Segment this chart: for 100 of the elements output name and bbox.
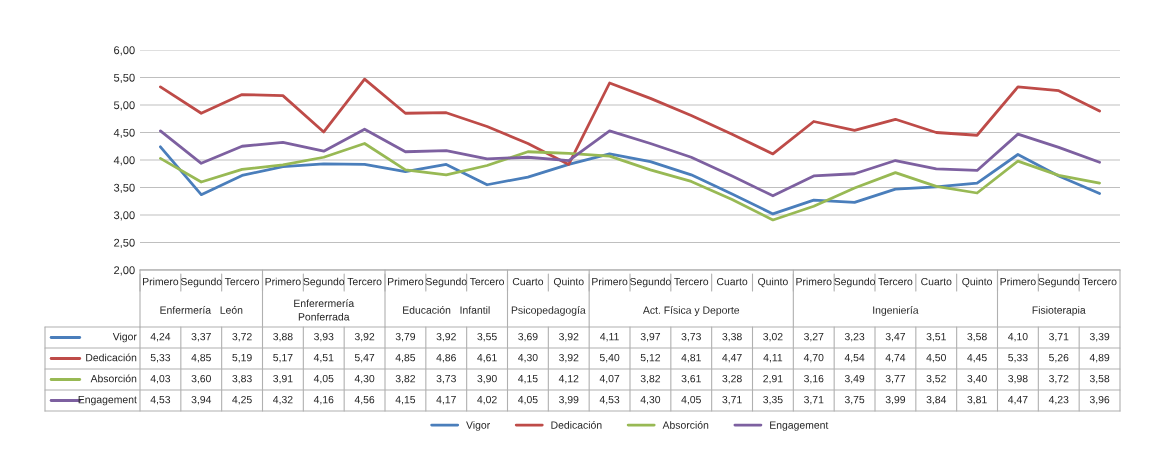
data-label: 4,85 — [191, 353, 211, 363]
line-series — [159, 127, 1101, 198]
data-label: 4,11 — [763, 354, 783, 363]
data-label: 4,05 — [681, 395, 701, 405]
y-tick-label: 5,00 — [113, 101, 135, 111]
data-label: 3,84 — [926, 395, 947, 405]
data-label: 3,81 — [967, 395, 987, 405]
data-label: 2,91 — [763, 374, 783, 384]
text: Enfermería León — [160, 306, 243, 314]
data-label: 4,54 — [844, 354, 865, 363]
data-label: 4,15 — [395, 396, 416, 405]
data-label: 3,69 — [518, 332, 538, 342]
x-tick-label: Segundo — [1038, 277, 1080, 288]
data-label: 3,79 — [395, 332, 416, 342]
x-tick-label: Cuarto — [921, 277, 952, 286]
text: Absorción — [662, 421, 709, 429]
x-tick-label: Tercero — [674, 278, 709, 286]
x-tick-label: Quinto — [553, 277, 584, 288]
text: Act. Física y Deporte — [642, 306, 740, 316]
data-label: 3,92 — [559, 332, 579, 342]
x-tick-label: Segundo — [425, 277, 467, 288]
y-tick-label: 2,50 — [114, 238, 135, 248]
text: Psicopedagogía — [511, 306, 586, 316]
data-label: 4,17 — [436, 396, 456, 405]
y-tick-label: 4,50 — [113, 128, 135, 138]
y-tick-label: 5,50 — [113, 73, 135, 83]
data-label: 4,30 — [518, 353, 538, 363]
data-label: 4,81 — [681, 353, 701, 363]
data-label: 4,53 — [599, 395, 620, 405]
data-label: 3,28 — [722, 374, 742, 384]
legend-label: Absorción — [90, 374, 137, 383]
data-label: 4,11 — [600, 333, 619, 342]
data-label: 5,19 — [232, 353, 252, 363]
data-label: 3,94 — [191, 395, 212, 405]
x-tick-label: Primero — [796, 277, 832, 286]
data-label: 3,58 — [1089, 374, 1110, 384]
data-label: 3,92 — [559, 353, 579, 363]
data-label: 4,47 — [722, 354, 742, 363]
data-label: 4,25 — [232, 395, 252, 405]
data-label: 3,97 — [640, 332, 661, 342]
data-label: 4,56 — [354, 395, 375, 405]
y-tick-label: 4,00 — [113, 156, 135, 166]
data-label: 3,60 — [191, 374, 211, 384]
data-label: 5,12 — [640, 353, 661, 363]
data-label: 3,83 — [232, 374, 252, 384]
data-label: 3,16 — [804, 374, 824, 384]
text: Vigor — [112, 332, 137, 343]
data-label: 4,32 — [273, 395, 293, 405]
data-label: 4,53 — [150, 395, 171, 405]
data-label: 5,40 — [599, 353, 620, 363]
data-label: 3,92 — [436, 332, 456, 342]
data-label: 4,05 — [518, 395, 538, 405]
x-tick-label: Segundo — [834, 277, 875, 288]
data-label: 3,88 — [273, 332, 293, 342]
x-tick-label: Segundo — [630, 277, 671, 288]
data-label: 4,47 — [1008, 396, 1028, 405]
text: Fisioterapia — [1032, 306, 1086, 316]
y-tick-label: 6,00 — [114, 46, 135, 56]
data-label: 4,24 — [150, 332, 171, 342]
data-label: 4,74 — [885, 354, 906, 363]
data-label: 3,58 — [967, 332, 987, 342]
data-label: 4,05 — [313, 374, 334, 384]
data-label: 3,52 — [926, 374, 946, 384]
data-label: 3,99 — [559, 395, 579, 405]
data-label: 5,26 — [1049, 353, 1069, 363]
y-tick-label: 3,50 — [113, 183, 135, 193]
data-label: 3,75 — [844, 395, 865, 405]
data-label: 4,02 — [477, 395, 497, 405]
x-tick-label: Cuarto — [716, 277, 748, 286]
data-label: 3,51 — [926, 332, 946, 342]
data-label: 3,72 — [232, 332, 252, 342]
x-tick-label: Tercero — [224, 278, 260, 286]
data-label: 3,90 — [477, 374, 497, 384]
x-tick-label: Tercero — [469, 278, 505, 286]
x-tick-label: Primero — [143, 277, 179, 286]
x-tick-label: Tercero — [1082, 278, 1117, 286]
data-label: 4,12 — [558, 374, 579, 384]
x-tick-label: Primero — [592, 277, 628, 286]
data-label: 3,92 — [354, 332, 375, 342]
data-label: 3,72 — [1049, 374, 1069, 384]
data-label: 3,27 — [804, 332, 824, 342]
data-label: 5,33 — [150, 353, 171, 363]
data-label: 4,10 — [1008, 332, 1028, 342]
line-series — [159, 77, 1101, 166]
data-label: 3,49 — [844, 374, 865, 384]
data-label: 3,82 — [640, 374, 661, 384]
text: Ingeniería — [873, 306, 919, 316]
text: Engagement — [770, 421, 829, 431]
data-label: 3,98 — [1008, 374, 1028, 384]
text: Educación Infantil — [403, 306, 490, 314]
data-label: 3,96 — [1089, 395, 1110, 405]
x-tick-label: Primero — [1000, 277, 1036, 286]
data-label: 4,50 — [926, 353, 946, 363]
data-label: 5,33 — [1008, 353, 1028, 363]
legend-label: Engagement — [78, 396, 137, 406]
data-label: 3,71 — [804, 395, 824, 405]
data-label: 4,23 — [1048, 395, 1069, 405]
data-label: 4,15 — [518, 375, 538, 384]
legend-label: Vigor — [466, 421, 490, 431]
data-label: 3,82 — [395, 374, 416, 384]
